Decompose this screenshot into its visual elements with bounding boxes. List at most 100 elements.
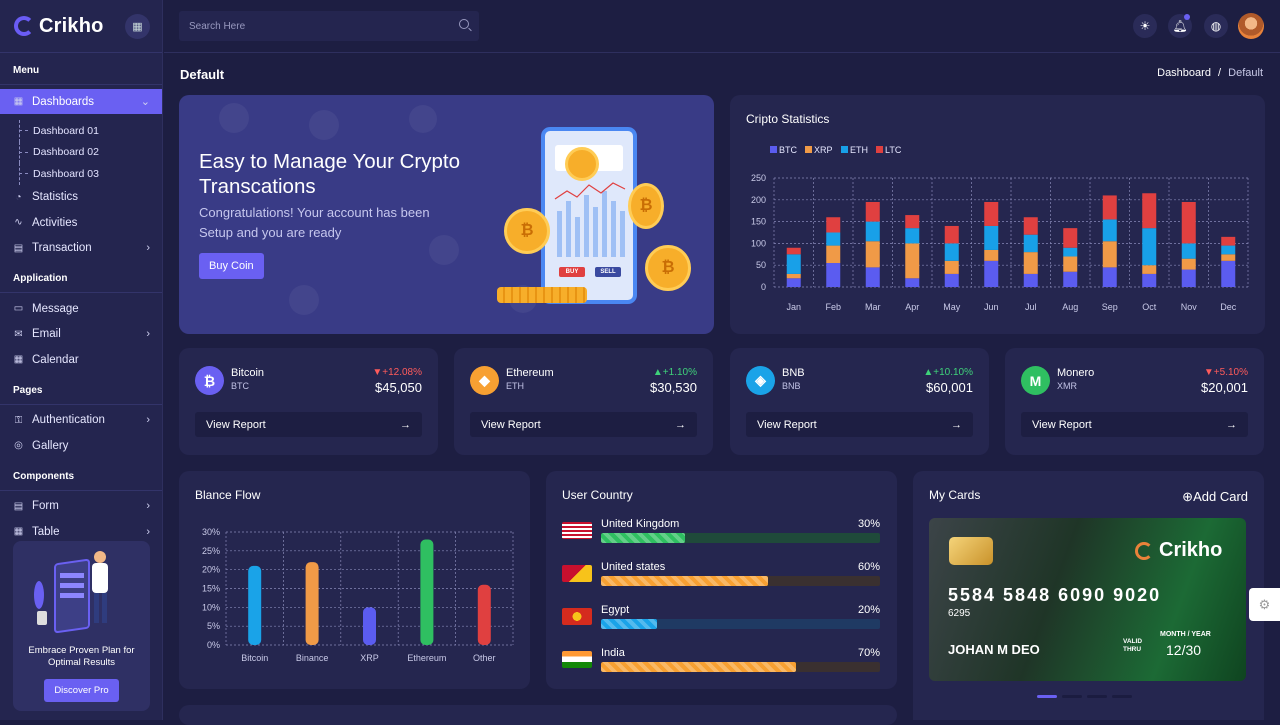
legend-swatch	[876, 146, 883, 153]
legend-swatch	[841, 146, 848, 153]
sidebar-item-form[interactable]: ▤ Form ›	[13, 500, 150, 513]
sidebar-item-transaction[interactable]: ▤ Transaction ›	[13, 242, 150, 255]
avatar[interactable]	[1238, 13, 1264, 39]
bar-segment-xrp	[1023, 252, 1038, 274]
legend-label: ETH	[850, 145, 868, 155]
sidebar-item-authentication[interactable]: ⚿ Authentication ›	[14, 414, 150, 427]
country-name: India	[601, 647, 625, 659]
bar-segment-xrp	[984, 249, 999, 261]
carousel-dots[interactable]	[1037, 695, 1132, 698]
sidebar-item-dashboards[interactable]: ▦ Dashboards ⌄	[0, 89, 162, 114]
sidebar-item-table[interactable]: ▦ Table ›	[13, 525, 150, 538]
country-row: Egypt 20%	[562, 604, 880, 634]
sidebar-item-activities[interactable]: ∿ Activities	[14, 216, 78, 229]
bar-segment-eth	[944, 243, 959, 261]
y-tick-label: 25%	[202, 546, 220, 556]
sidebar-item-message[interactable]: ▭ Message	[13, 302, 79, 315]
flag-icon	[562, 651, 592, 668]
bar-segment-btc	[1063, 271, 1078, 287]
bar-segment-ltc	[1142, 193, 1157, 229]
user-country-card: User Country United Kingdom 30% United s…	[546, 471, 897, 689]
y-tick-label: 250	[751, 173, 766, 183]
sidebar-sub-dashboard-03[interactable]: Dashboard 03	[0, 163, 162, 185]
bar-segment-ltc	[1023, 217, 1038, 235]
bitcoin-coin-icon: ₿	[645, 245, 691, 291]
discover-pro-button[interactable]: Discover Pro	[44, 679, 119, 702]
country-name: United states	[601, 561, 666, 573]
x-tick-label: Ethereum	[407, 653, 446, 663]
bar-segment-xrp	[905, 243, 920, 279]
country-progress	[601, 533, 880, 543]
bar-segment-eth	[1142, 228, 1157, 266]
sidebar-item-statistics[interactable]: ◔ Statistics	[0, 185, 162, 211]
view-report-button[interactable]: View Report →	[195, 412, 422, 437]
sidebar-sub-dashboard-01[interactable]: Dashboard 01	[0, 120, 162, 142]
search-input[interactable]: Search Here	[179, 11, 479, 41]
settings-gear-icon[interactable]: ⚙	[1249, 588, 1280, 621]
arrow-up-icon: ▲	[923, 367, 934, 378]
notification-bell-icon[interactable]: 🔔︎	[1168, 14, 1192, 38]
email-icon: ✉	[14, 328, 23, 340]
sidebar-sub-dashboard-02[interactable]: Dashboard 02	[0, 141, 162, 164]
monero-icon: M	[1021, 366, 1050, 395]
country-progress	[601, 619, 880, 629]
card-expiry-label: MONTH / YEAR	[1160, 631, 1211, 638]
sidebar-item-email[interactable]: ✉ Email ›	[14, 328, 150, 341]
credit-card[interactable]: Crikho 5584 5848 6090 9020 6295 JOHAN M …	[929, 518, 1246, 681]
crypto-statistics-card: Cripto Statistics BTC XRP ETH LTC 0 50 100 150 2…	[730, 95, 1265, 334]
bitcoin-coin-icon: ₿	[504, 208, 550, 254]
view-report-button[interactable]: View Report →	[746, 412, 973, 437]
bar-segment-btc	[1023, 273, 1038, 287]
bar-segment-btc	[905, 278, 920, 287]
view-report-button[interactable]: View Report →	[1021, 412, 1248, 437]
x-tick-label: May	[943, 302, 961, 312]
legend-swatch	[770, 146, 777, 153]
bar-segment-ltc	[1102, 195, 1117, 220]
bar-segment-eth	[1102, 219, 1117, 242]
sidebar-item-gallery[interactable]: ◎ Gallery	[14, 439, 69, 452]
y-tick-label: 20%	[202, 565, 220, 575]
page-title: Default	[180, 67, 225, 82]
arrow-down-icon: ▼	[372, 367, 383, 378]
theme-toggle-icon[interactable]: ☀	[1133, 14, 1157, 38]
transaction-icon: ▤	[13, 242, 24, 254]
country-progress-fill	[601, 662, 797, 672]
country-percent: 20%	[857, 604, 880, 616]
x-tick-label: Nov	[1181, 302, 1198, 312]
bar-segment-ltc	[905, 215, 920, 229]
y-tick-label: 15%	[202, 584, 220, 594]
my-cards-title: My Cards	[929, 488, 981, 502]
bar-segment-ltc	[944, 225, 959, 244]
chevron-down-icon: ⌄	[140, 96, 150, 108]
globe-icon[interactable]: ◍	[1204, 14, 1228, 38]
crypto-statistics-chart: BTC XRP ETH LTC 0 50 100 150 200 250 Jan Feb Mar Apr M…	[751, 145, 1249, 312]
arrow-right-icon: →	[400, 418, 411, 431]
y-tick-label: 150	[751, 217, 766, 227]
arrow-right-icon: →	[675, 418, 686, 431]
phone-sell-button: SELL	[595, 267, 621, 277]
bar-binance	[305, 562, 319, 645]
view-report-button[interactable]: View Report →	[470, 412, 697, 437]
brand-logo[interactable]: Crikho ▦	[0, 0, 162, 53]
x-tick-label: Mar	[865, 302, 881, 312]
section-application: Application	[0, 261, 162, 293]
breadcrumb-current: Default	[1228, 67, 1263, 79]
bar-segment-eth	[984, 225, 999, 250]
country-progress	[601, 576, 880, 586]
add-card-button[interactable]: ⊕Add Card	[1182, 489, 1248, 504]
card-holder: JOHAN M DEO	[948, 642, 1040, 657]
grid-menu-icon[interactable]: ▦	[125, 14, 150, 39]
y-tick-label: 0	[761, 282, 766, 292]
buy-coin-button[interactable]: Buy Coin	[199, 253, 264, 279]
hero-card: Easy to Manage Your Crypto Transcations …	[179, 95, 714, 334]
flag-icon	[562, 608, 592, 625]
breadcrumb-dashboard[interactable]: Dashboard	[1157, 67, 1211, 79]
phone-bars-icon	[554, 182, 626, 257]
sidebar-item-calendar[interactable]: ▦ Calendar	[13, 353, 79, 366]
country-name: Egypt	[601, 604, 630, 616]
bar-segment-btc	[786, 278, 801, 287]
bar-segment-eth	[1221, 245, 1236, 255]
x-tick-label: Feb	[825, 302, 841, 312]
x-tick-label: Other	[473, 653, 496, 663]
search-icon[interactable]	[459, 19, 469, 29]
